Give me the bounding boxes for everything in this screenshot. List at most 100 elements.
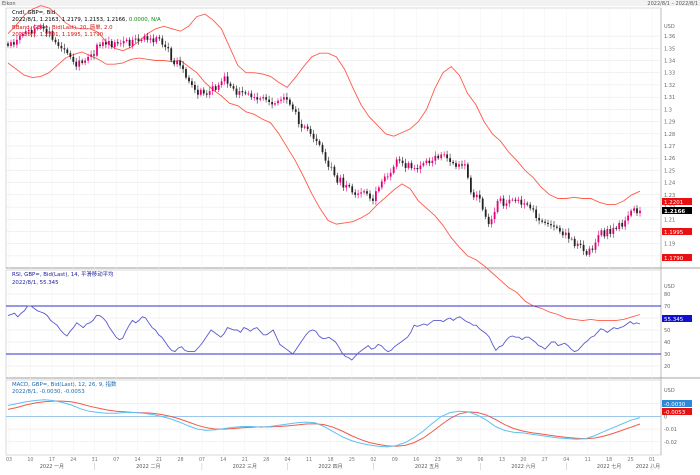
candle-body (48, 31, 51, 34)
candle-body (205, 93, 208, 95)
candle-body (345, 185, 348, 188)
candle-body (378, 187, 380, 192)
candle-body (425, 160, 428, 164)
candle-body (72, 56, 75, 62)
candle-body (336, 175, 339, 183)
candle-body (30, 30, 33, 34)
candle-body (16, 39, 18, 45)
x-day-label: 25 (628, 457, 634, 463)
candle-body (363, 191, 365, 193)
candle-body (481, 198, 484, 210)
candle-body (478, 194, 481, 199)
candle-body (274, 103, 276, 105)
candle-body (161, 38, 164, 45)
macd-unit-label: USD (664, 388, 675, 394)
price-tick-label: 1.35 (664, 46, 675, 52)
candle-body (262, 97, 265, 99)
candle-body (309, 128, 312, 134)
candle-body (306, 126, 309, 129)
macd-panel[interactable] (6, 399, 661, 448)
candle-body (81, 60, 84, 63)
bband-upper-line (7, 5, 641, 206)
candle-body (226, 76, 229, 84)
candle-body (627, 215, 629, 221)
x-axis: 03 10 17 24 31 07 14 21 28 07 14 21 28 04 11 18 25 02 09 16… (6, 457, 660, 470)
x-day-label: 01 (649, 457, 655, 463)
candle-body (487, 216, 490, 225)
bband-lower-tag (662, 254, 692, 261)
candle-body (333, 166, 336, 176)
candle-body (247, 93, 250, 95)
candle-body (36, 27, 39, 29)
candle-body (404, 163, 407, 168)
candle-body (54, 39, 57, 43)
candle-body (143, 36, 146, 40)
candle-body (523, 203, 526, 205)
candle-body (330, 166, 333, 168)
signal-value-tag (662, 408, 692, 415)
candle-body (517, 199, 520, 201)
candle-body (241, 91, 244, 93)
candle-body (223, 76, 226, 82)
x-day-label: 02 (370, 457, 376, 463)
last-price-tag-label: 1.2166 (664, 209, 685, 215)
candle-body (232, 86, 235, 89)
price-legend-title: Cndl, GBP=, Bid (12, 10, 55, 16)
x-day-label: 18 (327, 457, 333, 463)
macd-legend-values: 2022/8/1, -0.0030, -0.0053 (12, 389, 85, 395)
x-month-label: 2022 六月 (511, 463, 535, 470)
candle-body (21, 33, 24, 37)
rsi-tags: 55.345 (662, 315, 692, 323)
candle-body (286, 97, 288, 100)
rsi-panel[interactable] (6, 305, 661, 361)
candle-body (597, 235, 600, 243)
candle-body (550, 224, 552, 226)
candle-body (283, 97, 285, 100)
price-panel[interactable] (7, 5, 641, 322)
candle-body (461, 164, 463, 166)
candle-body (541, 220, 543, 222)
signal-value-tag-label: -0.0053 (664, 410, 686, 416)
candle-body (185, 69, 187, 78)
macd-legend-title: MACD, GBP=, Bid(Last), 12, 26, 9, 指数 (12, 380, 117, 388)
candle-body (78, 60, 81, 67)
x-day-label: 27 (542, 457, 548, 463)
macd-value-tag (662, 400, 692, 407)
candle-body (271, 102, 273, 105)
candle-body (191, 81, 193, 85)
x-day-label: 07 (113, 457, 119, 463)
candle-body (559, 227, 561, 232)
x-day-label: 14 (220, 457, 226, 463)
rsi-axis: 80706050403020 (664, 292, 670, 370)
candle-body (256, 97, 259, 100)
candle-body (375, 191, 377, 201)
bband-legend-values: 2022/8/1, 1.2201, 1.1995, 1.1790 (12, 32, 104, 38)
candle-body (416, 168, 419, 170)
x-day-label: 30 (456, 457, 462, 463)
candle-body (194, 84, 196, 90)
x-day-label: 10 (27, 457, 33, 463)
window-date-range: 2022/8/1 – 2022/8/1 (647, 1, 698, 7)
rsi-value-tag-label: 55.345 (664, 317, 684, 323)
candle-body (321, 144, 324, 153)
candle-body (211, 86, 214, 92)
x-day-label: 18 (606, 457, 612, 463)
candle-body (149, 38, 152, 40)
candle-body (39, 26, 42, 28)
candle-body (561, 231, 564, 236)
x-day-label: 21 (242, 457, 248, 463)
candle-body (508, 199, 511, 204)
rsi-panel-frame (5, 269, 662, 379)
x-month-label: 2022 四月 (318, 464, 342, 470)
candle-body (606, 229, 609, 237)
candle-body (464, 164, 466, 166)
candle-body (428, 160, 431, 164)
candle-body (318, 141, 321, 145)
candle-body (84, 60, 86, 63)
candlesticks (7, 23, 641, 257)
candle-body (395, 159, 398, 167)
bband-upper-tag-label: 1.2201 (664, 200, 683, 206)
rsi-unit-label: USD (664, 284, 675, 290)
